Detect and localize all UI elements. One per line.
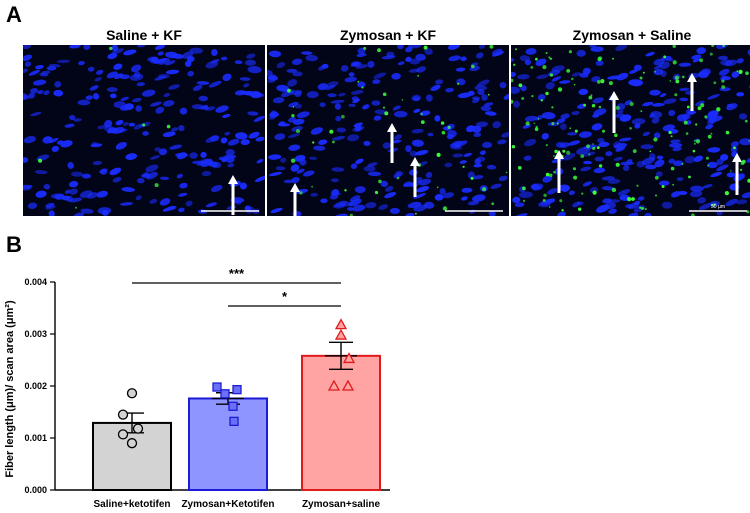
data-point [228, 401, 238, 411]
data-point [334, 328, 348, 340]
fiber-layer [511, 45, 750, 216]
arrow-marker [290, 183, 300, 216]
x-tick-label: Zymosan+Ketotifen [181, 499, 274, 510]
micro-title-2: Zymosan + KF [339, 27, 437, 43]
data-point [229, 416, 239, 427]
data-point [327, 379, 341, 391]
error-bar [325, 341, 357, 371]
data-point [126, 438, 138, 449]
nuclei-layer [267, 45, 509, 216]
nuclei-layer [511, 45, 750, 216]
scale-bar-label: 50 µm [711, 204, 725, 210]
y-tick-label: 0.002 [24, 381, 47, 391]
arrow-marker [387, 123, 397, 163]
micrograph-background [23, 45, 265, 216]
arrow-marker [732, 153, 742, 195]
micrograph-zymosan-saline: 50 µm [511, 45, 750, 216]
x-tick-label: Zymosan+saline [302, 499, 381, 510]
micrograph-saline-kf [23, 45, 265, 216]
data-point [342, 352, 356, 364]
data-point [232, 384, 242, 395]
data-point [212, 382, 222, 392]
data-point [341, 379, 355, 391]
significance-label: *** [229, 266, 245, 281]
data-point [117, 409, 129, 420]
y-axis-title: Fiber length (μm)/ scan area (μm²) [4, 300, 16, 478]
bar [188, 397, 268, 491]
significance-label: * [282, 289, 288, 304]
data-point [220, 389, 230, 399]
arrow-marker [609, 91, 619, 133]
micro-title-3: Zymosan + Saline [572, 27, 692, 43]
fiber-layer [287, 45, 508, 216]
data-point [126, 388, 138, 399]
data-point [117, 429, 129, 440]
y-tick-label: 0.000 [24, 485, 47, 495]
panel-b-letter: B [6, 232, 22, 257]
x-tick-label: Saline+ketotifen [94, 499, 171, 510]
fiber-layer [38, 46, 171, 209]
y-tick-label: 0.001 [24, 433, 47, 443]
arrow-marker [410, 157, 420, 197]
fiber-length-bar-chart: 0.000 0.001 0.002 0.003 0.004 Fiber length (μ… [4, 266, 390, 510]
data-point [334, 318, 348, 330]
micrograph-zymosan-kf [267, 45, 509, 216]
micro-title-1: Saline + KF [106, 27, 182, 43]
bar [301, 354, 381, 491]
y-tick-label: 0.004 [24, 277, 47, 287]
micrograph-background [511, 45, 750, 216]
y-tick-label: 0.003 [24, 329, 47, 339]
data-point [132, 423, 144, 434]
arrow-marker [554, 150, 564, 193]
panel-a-letter: A [6, 2, 22, 27]
arrow-marker [687, 73, 697, 111]
arrow-marker [228, 175, 238, 215]
